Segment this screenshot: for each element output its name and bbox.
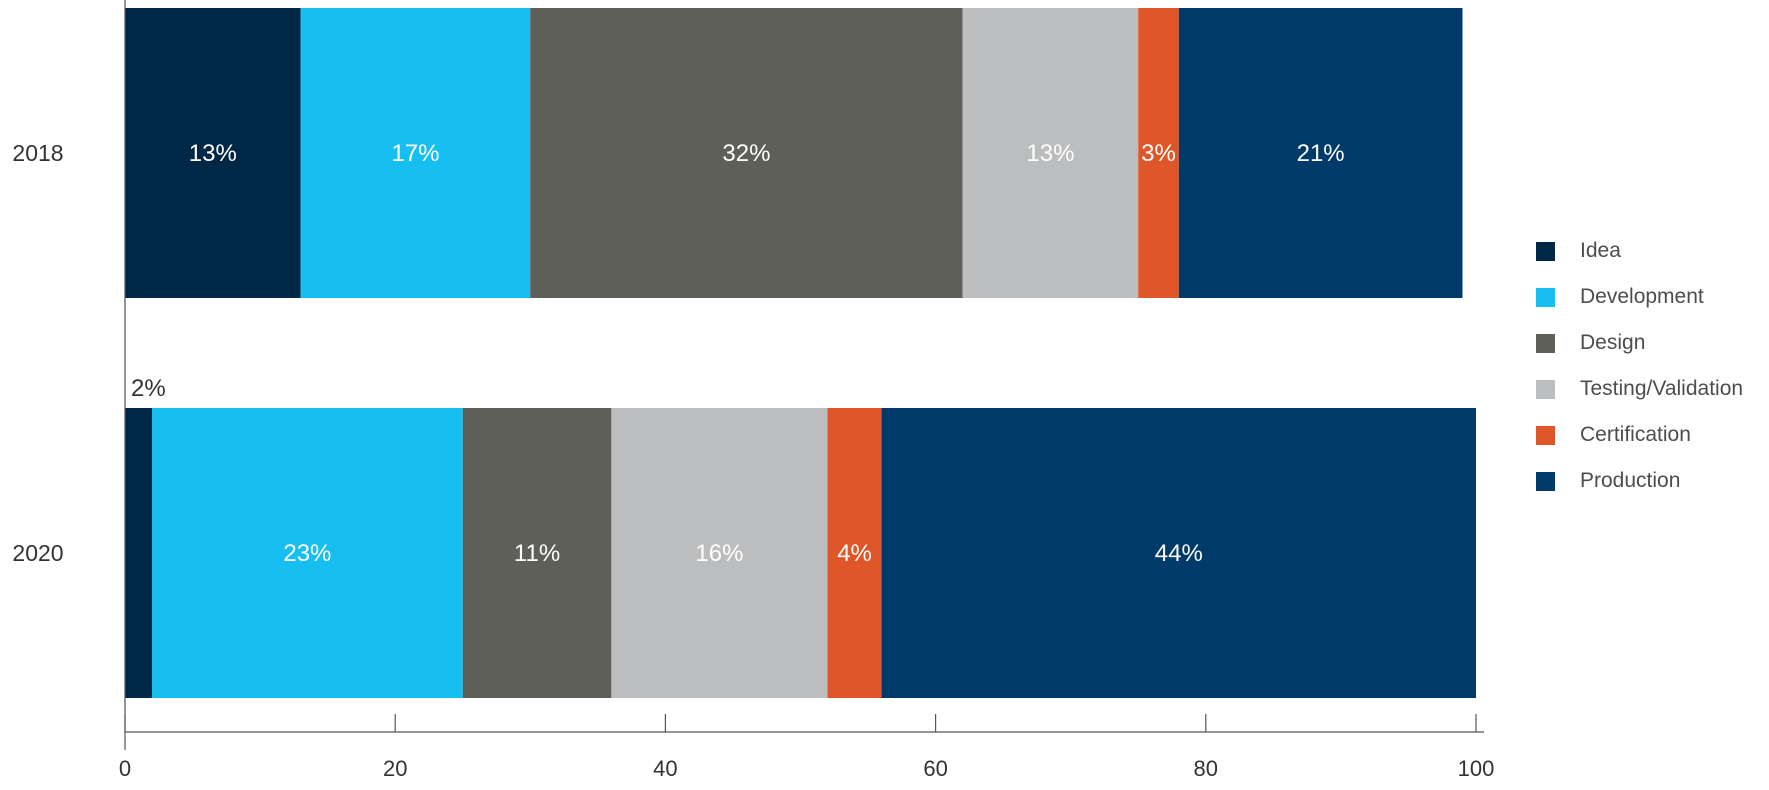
x-tick-label-60: 60 <box>923 756 947 781</box>
legend-label-testing-validation: Testing/Validation <box>1580 377 1743 401</box>
legend-swatch-production <box>1536 472 1555 491</box>
data-label-2018-design: 32% <box>722 140 770 167</box>
x-tick-label-100: 100 <box>1458 756 1495 781</box>
legend-item-design: Design <box>1536 320 1756 366</box>
legend-swatch-certification <box>1536 426 1555 445</box>
x-tick-label-0: 0 <box>119 756 131 781</box>
legend-swatch-development <box>1536 288 1555 307</box>
x-tick-label-20: 20 <box>383 756 407 781</box>
data-label-2018-testing-validation: 13% <box>1026 140 1074 167</box>
legend-item-testing-validation: Testing/Validation <box>1536 366 1756 412</box>
legend-label-production: Production <box>1580 469 1680 493</box>
legend-item-certification: Certification <box>1536 412 1756 458</box>
legend-item-idea: Idea <box>1536 228 1756 274</box>
legend-swatch-design <box>1536 334 1555 353</box>
legend-label-idea: Idea <box>1580 239 1621 263</box>
data-label-2018-development: 17% <box>391 140 439 167</box>
category-label-2020: 2020 <box>12 540 63 566</box>
data-label-2020-production: 44% <box>1155 540 1203 567</box>
x-tick-label-40: 40 <box>653 756 677 781</box>
data-label-2020-testing-validation: 16% <box>695 540 743 567</box>
x-tick-label-80: 80 <box>1194 756 1218 781</box>
legend-label-design: Design <box>1580 331 1645 355</box>
data-label-2020-design: 11% <box>514 540 560 567</box>
data-label-2020-idea: 2% <box>131 375 166 402</box>
data-label-2018-production: 21% <box>1297 140 1345 167</box>
data-label-2018-certification: 3% <box>1141 140 1176 167</box>
legend: Idea Development Design Testing/Validati… <box>1536 228 1756 504</box>
data-label-2020-development: 23% <box>283 540 331 567</box>
legend-item-production: Production <box>1536 458 1756 504</box>
bar-2020-idea <box>125 408 152 698</box>
category-label-2018: 2018 <box>12 140 63 166</box>
legend-label-certification: Certification <box>1580 423 1691 447</box>
data-label-2020-certification: 4% <box>837 540 872 567</box>
legend-item-development: Development <box>1536 274 1756 320</box>
legend-label-development: Development <box>1580 285 1704 309</box>
data-label-2018-idea: 13% <box>189 140 237 167</box>
legend-swatch-idea <box>1536 242 1555 261</box>
legend-swatch-testing-validation <box>1536 380 1555 399</box>
